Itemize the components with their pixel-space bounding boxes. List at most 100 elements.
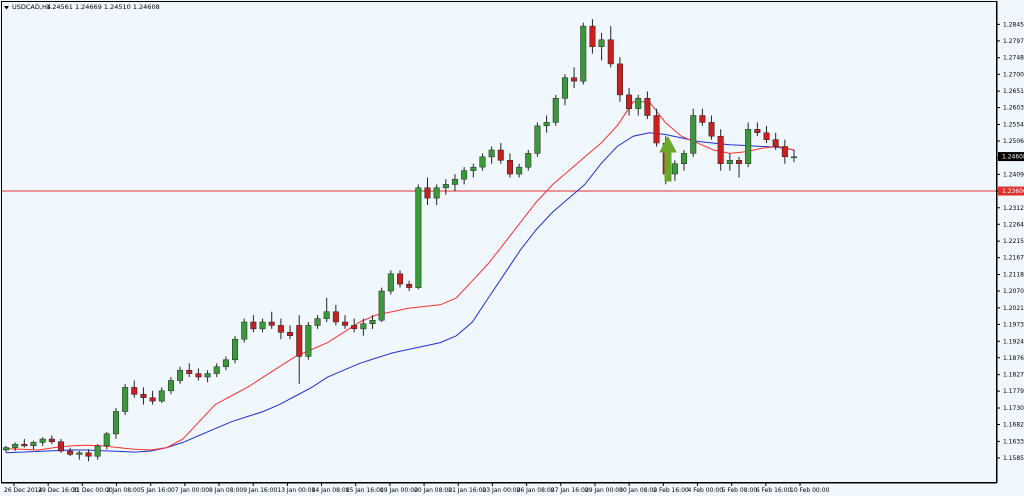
candle-body	[39, 438, 46, 443]
candle-body	[213, 366, 220, 374]
candle	[12, 442, 19, 452]
candle	[671, 160, 678, 181]
candle-body	[451, 178, 458, 185]
price-tick-label: 1.21180	[1003, 272, 1024, 279]
price-tick-label: 1.24090	[1003, 171, 1024, 178]
candle	[67, 447, 74, 457]
price-tick-label: 1.17300	[1003, 405, 1024, 412]
candle	[204, 370, 211, 383]
price-tick-label: 1.16820	[1003, 422, 1024, 429]
candle-body	[21, 443, 28, 447]
candle-body	[671, 163, 678, 175]
price-tick-label: 1.27480	[1003, 55, 1024, 62]
candle	[76, 451, 83, 460]
candle-body	[76, 452, 83, 455]
candle-body	[342, 321, 349, 326]
candle	[112, 408, 119, 439]
candle	[342, 315, 349, 329]
candle	[763, 125, 770, 144]
candle	[232, 335, 239, 364]
candle	[580, 22, 587, 85]
candle-body	[241, 321, 248, 340]
candle-body	[442, 184, 449, 189]
candle	[745, 122, 752, 168]
time-tick-label: 5 Jan 16:00	[141, 487, 175, 494]
header-dropdown-icon[interactable]	[4, 6, 9, 10]
price-tick-label: 1.18760	[1003, 355, 1024, 362]
candle	[461, 167, 468, 185]
time-tick-label: 9 Jan 16:00	[243, 487, 277, 494]
price-tick-label: 1.23120	[1003, 205, 1024, 212]
candle-body	[644, 98, 651, 116]
candle	[616, 57, 623, 102]
candle-body	[360, 323, 367, 330]
time-tick-label: 6 Feb 16:00	[756, 487, 792, 494]
candle-body	[506, 160, 513, 175]
candle	[305, 322, 312, 360]
ma-fast-line	[5, 101, 795, 451]
candle-body	[204, 373, 211, 378]
time-tick-label: 15 Jan 16:00	[346, 487, 384, 494]
ma-slow-line	[5, 132, 795, 454]
candle-body	[516, 166, 523, 175]
candle-body	[635, 98, 642, 109]
candle-body	[296, 325, 303, 357]
candle-body	[323, 311, 330, 319]
candle-body	[250, 321, 257, 330]
candle-body	[314, 318, 321, 326]
candle-body	[332, 311, 339, 323]
candle-body	[369, 320, 376, 324]
candle	[561, 74, 568, 106]
candle	[241, 318, 248, 343]
candle-body	[30, 442, 37, 447]
candle	[268, 311, 275, 329]
candle	[186, 363, 193, 378]
candle	[543, 115, 550, 133]
candle	[250, 315, 257, 333]
time-tick-label: 31 Dec 00:00	[72, 487, 113, 494]
candle	[717, 129, 724, 171]
time-tick-label: 14 Jan 08:00	[312, 487, 350, 494]
candle	[607, 26, 614, 68]
candle	[149, 390, 156, 405]
candle	[397, 270, 404, 288]
candle-body	[736, 160, 743, 164]
candle-body	[571, 77, 578, 82]
candle	[781, 139, 788, 164]
time-tick-label: 2 Feb 16:00	[653, 487, 689, 494]
price-tick-label: 1.19240	[1003, 338, 1024, 345]
current-price-label-bg	[998, 152, 1024, 162]
candle-body	[589, 25, 596, 47]
candle	[406, 280, 413, 292]
candle-body	[3, 447, 10, 451]
candle-body	[387, 273, 394, 292]
candle-body	[277, 325, 284, 333]
candle	[699, 108, 706, 126]
time-tick-label: 23 Jan 00:00	[482, 487, 520, 494]
price-tick-label: 1.25540	[1003, 121, 1024, 128]
candle-body	[12, 443, 19, 448]
candle-body	[397, 273, 404, 285]
time-tick-label: 29 Jan 00:00	[585, 487, 623, 494]
candle-body	[470, 166, 477, 171]
candle-body	[791, 156, 798, 159]
candle	[314, 315, 321, 329]
price-tick-label: 1.15850	[1003, 455, 1024, 462]
current-price-label: 1.24608	[1002, 154, 1024, 161]
candle	[415, 184, 422, 290]
candle-body	[607, 39, 614, 65]
candle	[21, 438, 28, 448]
candle-body	[94, 445, 101, 457]
candle	[708, 115, 715, 140]
candle-body	[681, 153, 688, 164]
candle	[39, 437, 46, 446]
candle-body	[424, 187, 431, 199]
candle	[351, 318, 358, 333]
candle-body	[406, 283, 413, 288]
time-tick-label: 8 Jan 08:00	[209, 487, 243, 494]
candle-body	[552, 98, 559, 123]
candle-body	[232, 338, 239, 361]
price-tick-label: 1.28450	[1003, 21, 1024, 28]
